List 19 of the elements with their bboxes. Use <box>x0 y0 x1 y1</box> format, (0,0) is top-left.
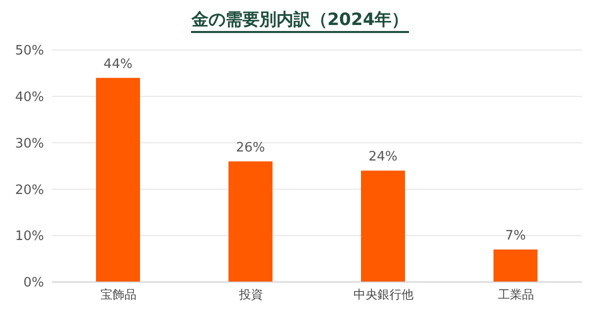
x-tick-label: 宝飾品 <box>100 288 136 302</box>
data-label: 7% <box>505 228 526 244</box>
chart-title: 金の需要別内訳（2024年） <box>191 10 409 33</box>
x-tick-label: 投資 <box>238 288 263 302</box>
x-tick-label: 工業品 <box>498 288 534 302</box>
y-tick-label: 40% <box>15 90 44 106</box>
y-tick-label: 10% <box>15 229 44 244</box>
bar <box>228 161 272 282</box>
data-label: 44% <box>104 56 132 72</box>
x-tick-label: 中央銀行他 <box>353 288 414 302</box>
data-label: 26% <box>236 140 265 156</box>
y-tick-label: 30% <box>15 136 44 152</box>
bar <box>494 250 538 282</box>
y-tick-label: 0% <box>23 276 44 291</box>
bar <box>361 170 405 282</box>
bar <box>96 78 140 282</box>
y-tick-label: 20% <box>15 182 44 198</box>
data-label: 24% <box>368 150 398 165</box>
y-tick-label: 50% <box>15 44 44 59</box>
